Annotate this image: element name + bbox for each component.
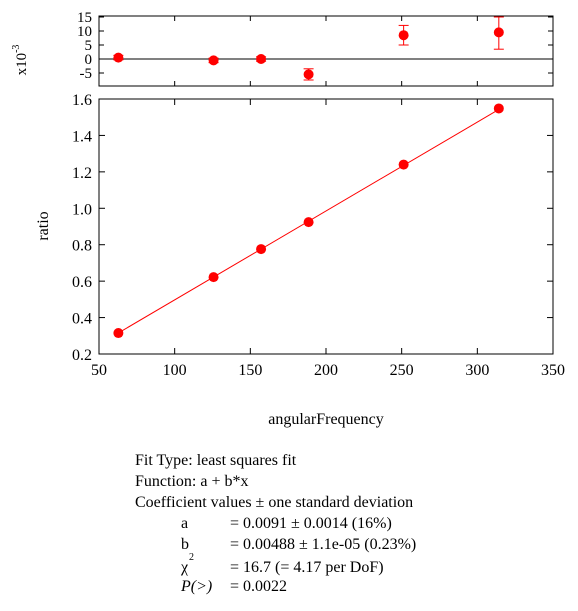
data-point	[493, 103, 504, 114]
y-tick-label: 1.0	[72, 201, 92, 218]
residual-point	[303, 69, 314, 80]
data-point	[256, 244, 267, 255]
residual-point	[256, 54, 267, 64]
coefficient-b-name: b	[181, 536, 189, 553]
y-tick-label: 0.4	[72, 311, 92, 328]
residual-point	[398, 30, 409, 41]
coefficient-b-row: b = 0.00488 ± 1.1e-05 (0.23%)	[135, 534, 417, 555]
y-tick-label: 1.4	[72, 128, 92, 145]
x-tick-label: 300	[465, 362, 489, 379]
coefficient-a-name: a	[181, 515, 189, 532]
residual-point	[113, 52, 124, 63]
residual-y-tick-label: 10	[77, 24, 92, 40]
p-value-row: P(>) = 0.0022	[135, 576, 413, 597]
residual-frame	[98, 15, 554, 87]
coefficient-a-row: a = 0.0091 ± 0.0014 (16%)	[135, 513, 413, 534]
x-tick-label: 350	[541, 362, 565, 379]
chi-symbol: χ	[181, 559, 189, 576]
y-tick-label: 0.8	[72, 238, 92, 255]
y-tick-label: 0.6	[72, 274, 92, 291]
residual-y-axis-label: x10-3	[11, 45, 30, 76]
residual-y-tick-label: -5	[80, 66, 93, 82]
fit-function-line: Function: a + b*x	[135, 473, 249, 490]
x-tick-label: 50	[91, 362, 107, 379]
fit-type-line: Fit Type: least squares fit	[135, 452, 297, 469]
data-point	[303, 217, 314, 228]
x-tick-label: 150	[238, 362, 262, 379]
data-point	[113, 328, 124, 339]
y-tick-label: 0.2	[72, 347, 92, 364]
x-tick-label: 200	[314, 362, 338, 379]
fit-results: Fit Type: least squares fit Function: a …	[135, 450, 417, 597]
residual-y-tick-label: 5	[85, 38, 93, 54]
plot-frame	[98, 98, 554, 355]
residual-point	[208, 55, 219, 66]
data-point	[208, 272, 219, 283]
chi-square-row: χ 2 = 16.7 (= 4.17 per DoF)	[135, 552, 413, 578]
p-value-value: = 0.0022	[230, 578, 288, 595]
residual-point	[493, 27, 504, 38]
coefficient-b-value: = 0.00488 ± 1.1e-05 (0.23%)	[230, 536, 417, 553]
y-tick-label: 1.2	[72, 165, 92, 182]
chi-exponent: 2	[189, 552, 194, 563]
y-axis-label: ratio	[35, 211, 52, 240]
residual-y-tick-label: 0	[85, 52, 93, 68]
p-value-name: P(>)	[181, 578, 213, 595]
chi-square-value: = 16.7 (= 4.17 per DoF)	[230, 559, 384, 576]
coefficient-a-value: = 0.0091 ± 0.0014 (16%)	[230, 515, 392, 532]
data-point	[398, 159, 409, 170]
y-tick-label: 1.6	[72, 92, 92, 109]
coefficient-header: Coefficient values ± one standard deviat…	[135, 494, 414, 511]
residual-y-tick-label: 15	[77, 10, 92, 26]
x-tick-label: 250	[390, 362, 414, 379]
x-axis-label: angularFrequency	[268, 411, 384, 428]
x-tick-label: 100	[163, 362, 187, 379]
